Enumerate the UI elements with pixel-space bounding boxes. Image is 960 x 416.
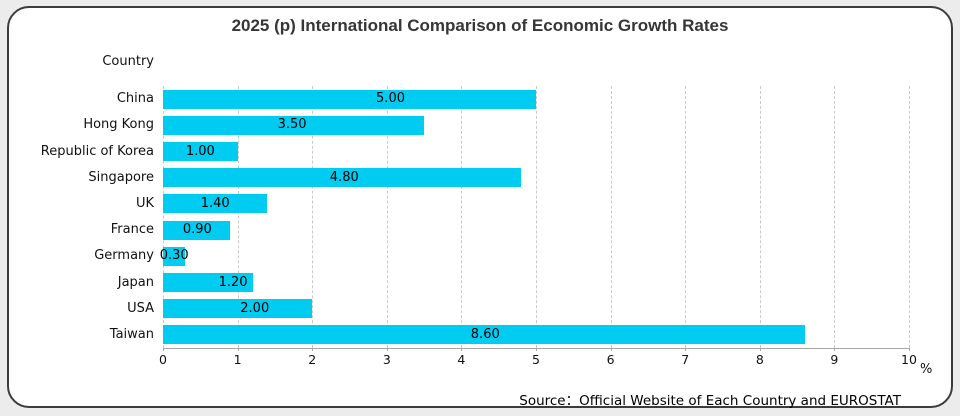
- gridline: [834, 86, 836, 348]
- x-tick-mark: [237, 348, 239, 351]
- bar-uk: [163, 194, 268, 214]
- x-tick-mark: [163, 348, 164, 351]
- x-tick-label: 10: [901, 352, 917, 367]
- x-tick-mark: [461, 348, 463, 351]
- bar-value-label: 2.00: [240, 300, 270, 316]
- x-tick-label: 6: [606, 352, 615, 367]
- category-label: USA: [127, 300, 154, 316]
- gridline: [386, 86, 388, 348]
- x-tick-mark: [312, 348, 314, 351]
- plot-area: 5.00 3.50 1.00 4.80 1.40 0.90 0.30 1.20 2.00 8.60: [159, 86, 910, 351]
- x-tick-mark: [909, 348, 910, 351]
- x-tick-label: 2: [308, 352, 317, 367]
- category-label: France: [110, 222, 154, 238]
- gridline: [312, 86, 314, 348]
- bar-usa: [163, 299, 313, 319]
- bar-taiwan: [163, 325, 805, 345]
- gridline: [163, 86, 164, 348]
- category-label: Taiwan: [109, 326, 154, 342]
- x-tick-mark: [610, 348, 612, 351]
- x-tick-mark: [386, 348, 388, 351]
- x-tick-mark: [834, 348, 836, 351]
- x-tick-label: 7: [681, 352, 690, 367]
- bar-china: [163, 89, 536, 109]
- bar-value-label: 1.20: [218, 274, 248, 290]
- category-label: Hong Kong: [83, 117, 154, 133]
- bar-value-label: 3.50: [277, 117, 307, 133]
- bar-germany: [163, 246, 186, 266]
- x-tick-mark: [759, 348, 761, 351]
- source-note: Source：Official Website of Each Country …: [519, 393, 901, 409]
- category-label: Japan: [117, 274, 154, 290]
- x-tick-label: 1: [233, 352, 242, 367]
- x-tick-label: 9: [830, 352, 839, 367]
- gridline: [685, 86, 687, 348]
- bar-republic-of-korea: [163, 142, 238, 161]
- gridline: [759, 86, 761, 348]
- x-tick-label: 3: [382, 352, 391, 367]
- bar-value-label: 5.00: [376, 91, 405, 107]
- gridline: [237, 86, 239, 348]
- category-label: Singapore: [88, 169, 154, 185]
- bar-singapore: [163, 168, 522, 188]
- bar-hong-kong: [163, 115, 425, 135]
- x-tick-label: 8: [755, 352, 764, 367]
- bar-france: [163, 220, 231, 240]
- bar-value-label: 4.80: [329, 169, 359, 185]
- x-axis-unit-label: %: [920, 362, 933, 377]
- category-label: China: [116, 91, 154, 107]
- bar-value-label: 8.60: [470, 326, 500, 342]
- x-tick-label: 5: [532, 352, 540, 367]
- category-axis: China Hong Kong Republic of Korea Singapore…: [9, 86, 154, 348]
- gridline: [610, 86, 612, 348]
- x-tick-mark: [685, 348, 687, 351]
- gridline: [909, 86, 910, 348]
- bar-value-label: 0.30: [159, 248, 189, 264]
- bar-value-label: 1.40: [200, 195, 230, 211]
- x-tick-mark: [536, 348, 537, 351]
- category-label: UK: [135, 195, 154, 211]
- bar-japan: [163, 273, 253, 292]
- gridline: [461, 86, 463, 348]
- category-label: Republic of Korea: [40, 143, 154, 159]
- x-tick-label: 0: [159, 352, 167, 367]
- category-label: Germany: [94, 248, 154, 264]
- gridline: [536, 86, 537, 348]
- bar-value-label: 1.00: [185, 143, 215, 159]
- x-axis: 0 1 2 3 4 5 6 7 8 9 10: [159, 352, 917, 368]
- chart-card: 2025 (p) International Comparison of Eco…: [7, 6, 953, 409]
- y-axis-title: Country: [102, 54, 154, 69]
- chart-title: 2025 (p) International Comparison of Eco…: [231, 16, 729, 35]
- bar-value-label: 0.90: [182, 222, 212, 238]
- x-tick-label: 4: [457, 352, 466, 367]
